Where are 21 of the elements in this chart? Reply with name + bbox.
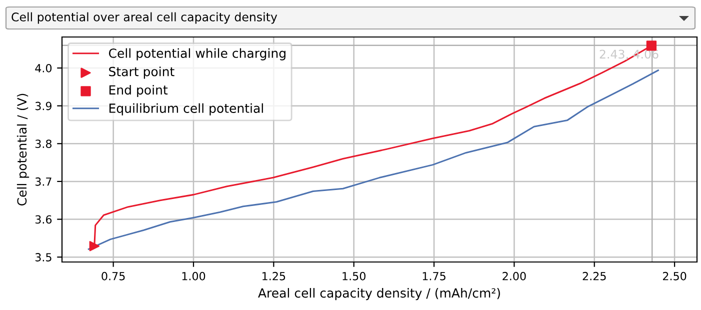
x-tick-label: 0.75 [102, 272, 125, 280]
y-tick-label: 3.8 [35, 140, 52, 148]
x-tick-label: 2.25 [582, 272, 606, 280]
y-tick-label: 4.0 [35, 64, 52, 72]
x-tick-label: 1.75 [422, 272, 446, 280]
y-tick-label: 3.6 [35, 215, 52, 224]
x-tick-label: 2.00 [502, 272, 526, 280]
legend-label: Equilibrium cell potential [109, 103, 263, 116]
y-tick-label: 3.9 [35, 102, 52, 110]
x-tick-label: 1.50 [342, 272, 366, 280]
legend-label: Start point [109, 66, 174, 79]
x-tick-label: 2.50 [662, 272, 686, 280]
legend-label: End point [109, 84, 168, 98]
x-tick-label: 1.25 [262, 272, 286, 280]
chart-title: Cell potential over areal cell capacity density [12, 12, 278, 24]
y-tick-label: 3.7 [35, 177, 52, 186]
x-tick-label: 1.00 [182, 272, 206, 280]
y-axis-title: Cell potential / (V) [16, 94, 30, 206]
legend-label: Cell potential while charging [108, 48, 286, 60]
y-tick-label: 3.5 [35, 253, 52, 262]
x-axis-title: Areal cell capacity density / (mAh/cm²) [258, 288, 500, 300]
